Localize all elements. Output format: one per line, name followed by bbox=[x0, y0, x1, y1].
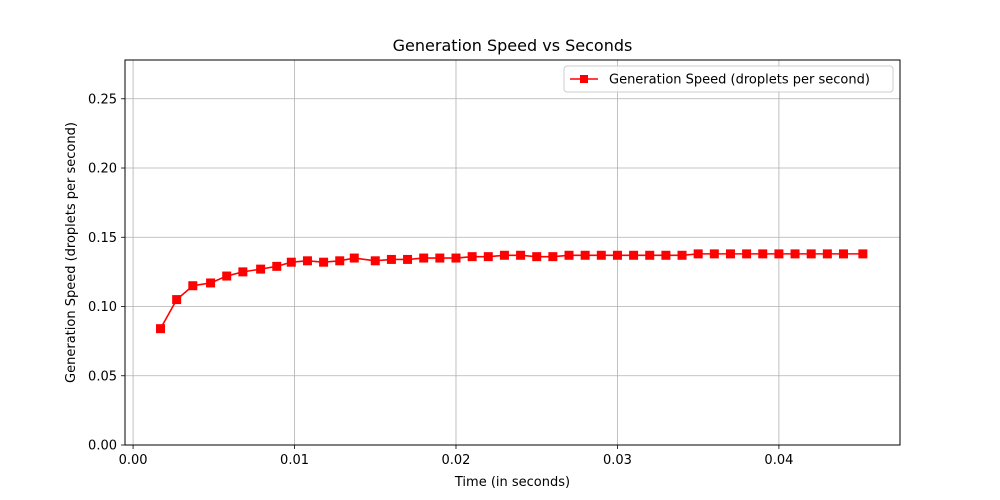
y-tick-label: 0.20 bbox=[88, 162, 117, 177]
data-point bbox=[742, 249, 752, 259]
x-tick-label: 0.03 bbox=[603, 453, 632, 468]
data-point bbox=[629, 250, 639, 260]
data-point bbox=[645, 250, 655, 260]
y-axis-label: Generation Speed (droplets per second) bbox=[64, 122, 79, 383]
data-point bbox=[693, 249, 703, 259]
data-point bbox=[319, 257, 329, 267]
data-point bbox=[612, 250, 622, 260]
data-point bbox=[222, 271, 232, 281]
data-point bbox=[172, 295, 182, 305]
series-layer bbox=[156, 249, 868, 334]
y-tick-label: 0.10 bbox=[88, 300, 117, 315]
grid bbox=[125, 60, 900, 446]
data-point bbox=[256, 264, 266, 274]
y-tick-label: 0.15 bbox=[88, 231, 117, 246]
legend: Generation Speed (droplets per second) bbox=[563, 65, 894, 93]
data-point bbox=[302, 256, 312, 266]
data-point bbox=[858, 249, 868, 259]
ticks: 0.00 0.01 0.02 0.03 0.04 0.00 0.05 0.10 0.15 0.20… bbox=[88, 92, 793, 468]
data-point bbox=[467, 252, 477, 262]
x-tick-label: 0.00 bbox=[119, 453, 148, 468]
x-tick-label: 0.01 bbox=[280, 453, 309, 468]
y-tick-label: 0.00 bbox=[88, 439, 117, 454]
data-point bbox=[677, 250, 687, 260]
data-point bbox=[403, 254, 413, 264]
data-point bbox=[709, 249, 719, 259]
y-tick-label: 0.25 bbox=[88, 92, 117, 107]
data-point bbox=[386, 254, 396, 264]
data-point bbox=[370, 256, 380, 266]
data-point bbox=[596, 250, 606, 260]
legend-box bbox=[563, 65, 894, 93]
data-point bbox=[725, 249, 735, 259]
data-point bbox=[822, 249, 832, 259]
x-tick-label: 0.02 bbox=[442, 453, 471, 468]
legend-label: Generation Speed (droplets per second) bbox=[609, 73, 870, 88]
data-point bbox=[188, 281, 198, 291]
data-point bbox=[499, 250, 509, 260]
data-point bbox=[774, 249, 784, 259]
data-point bbox=[451, 253, 461, 263]
data-point bbox=[758, 249, 768, 259]
data-point bbox=[238, 267, 248, 277]
x-tick-label: 0.04 bbox=[764, 453, 793, 468]
data-point bbox=[661, 250, 671, 260]
data-point bbox=[272, 261, 282, 271]
data-point bbox=[806, 249, 816, 259]
data-point bbox=[349, 253, 359, 263]
data-point bbox=[435, 253, 445, 263]
data-point bbox=[790, 249, 800, 259]
data-point bbox=[564, 250, 574, 260]
plot-frame bbox=[124, 59, 901, 446]
data-point bbox=[532, 252, 542, 262]
data-point bbox=[516, 250, 526, 260]
legend-marker-sample bbox=[580, 75, 588, 83]
data-point bbox=[548, 252, 558, 262]
data-point bbox=[483, 252, 493, 262]
data-point bbox=[838, 249, 848, 259]
data-point bbox=[286, 257, 296, 267]
data-point bbox=[335, 256, 345, 266]
y-tick-label: 0.05 bbox=[88, 369, 117, 384]
data-point bbox=[156, 324, 166, 334]
data-point bbox=[419, 253, 429, 263]
x-axis-label: Time (in seconds) bbox=[454, 475, 570, 490]
chart-title: Generation Speed vs Seconds bbox=[393, 36, 633, 55]
data-point bbox=[580, 250, 590, 260]
data-point bbox=[206, 278, 216, 288]
